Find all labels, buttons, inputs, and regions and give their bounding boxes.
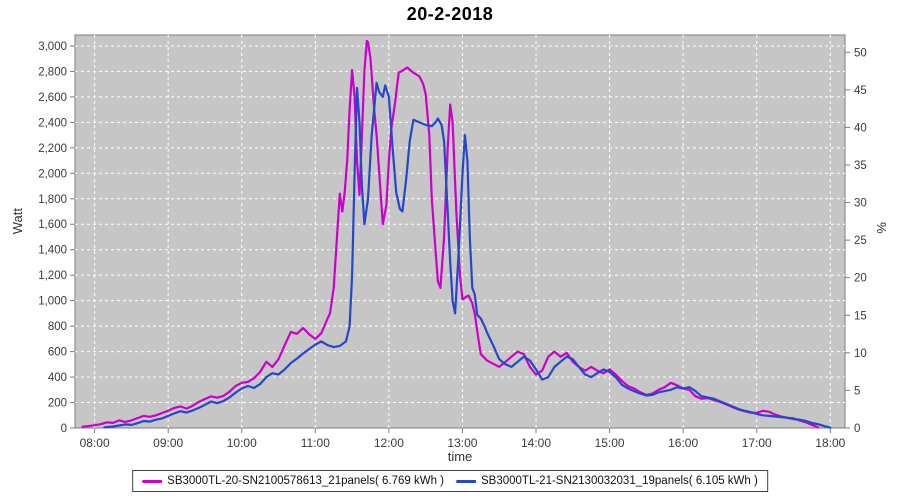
legend-line-swatch — [142, 479, 163, 483]
legend-label: SB3000TL-21-SN2130032031_19panels( 6.105… — [481, 475, 758, 487]
x-tick-label: 10:00 — [227, 436, 257, 450]
y2-tick-label: 30 — [854, 198, 867, 210]
y-tick-label: 400 — [48, 372, 67, 384]
legend: SB3000TL-20-SN2100578613_21panels( 6.769… — [132, 470, 768, 492]
x-tick-label: 15:00 — [595, 436, 625, 450]
y2-tick-label: 15 — [854, 310, 867, 322]
y-tick-label: 1,800 — [38, 194, 67, 206]
y-tick-label: 600 — [48, 347, 67, 359]
y-tick-label: 2,400 — [38, 117, 67, 129]
y-tick-label: 0 — [61, 423, 67, 435]
y2-tick-label: 10 — [854, 348, 867, 360]
x-tick-label: 08:00 — [80, 436, 110, 450]
y-tick-label: 200 — [48, 398, 67, 410]
y2-tick-label: 20 — [854, 273, 867, 285]
legend-label: SB3000TL-20-SN2100578613_21panels( 6.769… — [167, 475, 444, 487]
y-axis-label-left: Watt — [10, 208, 25, 235]
y2-tick-label: 40 — [854, 122, 867, 134]
legend-item: SB3000TL-21-SN2130032031_19panels( 6.105… — [456, 475, 758, 487]
x-tick-label: 09:00 — [153, 436, 183, 450]
y-tick-label: 3,000 — [38, 41, 67, 53]
series-line-1 — [103, 81, 832, 429]
x-tick-label: 16:00 — [668, 436, 698, 450]
x-axis-label: time — [447, 449, 473, 464]
legend-line-swatch — [456, 479, 476, 483]
legend-item: SB3000TL-20-SN2100578613_21panels( 6.769… — [142, 475, 444, 487]
y2-tick-label: 35 — [854, 160, 867, 172]
y-tick-label: 2,200 — [38, 143, 67, 155]
y-tick-label: 2,000 — [38, 168, 67, 180]
chart-title: 20-2-2018 — [406, 4, 494, 24]
y-tick-label: 1,200 — [38, 270, 67, 282]
y2-tick-label: 45 — [854, 85, 867, 97]
x-tick-label: 18:00 — [815, 436, 845, 450]
y-tick-label: 2,800 — [38, 66, 67, 78]
x-tick-label: 13:00 — [447, 436, 477, 450]
y2-tick-label: 25 — [854, 235, 867, 247]
y2-tick-label: 0 — [854, 423, 860, 435]
y2-tick-label: 50 — [854, 47, 867, 59]
y-tick-label: 2,600 — [38, 92, 67, 104]
x-tick-label: 17:00 — [742, 436, 772, 450]
y-tick-label: 1,000 — [38, 296, 67, 308]
y-axis-label-right: % — [874, 222, 889, 234]
series-line-0 — [81, 39, 820, 429]
y-tick-label: 800 — [48, 321, 67, 333]
x-tick-label: 14:00 — [521, 436, 551, 450]
y2-tick-label: 5 — [854, 385, 860, 397]
x-tick-label: 12:00 — [374, 436, 404, 450]
y-tick-label: 1,400 — [38, 245, 67, 257]
y-tick-label: 1,600 — [38, 219, 67, 231]
x-tick-label: 11:00 — [301, 436, 330, 450]
